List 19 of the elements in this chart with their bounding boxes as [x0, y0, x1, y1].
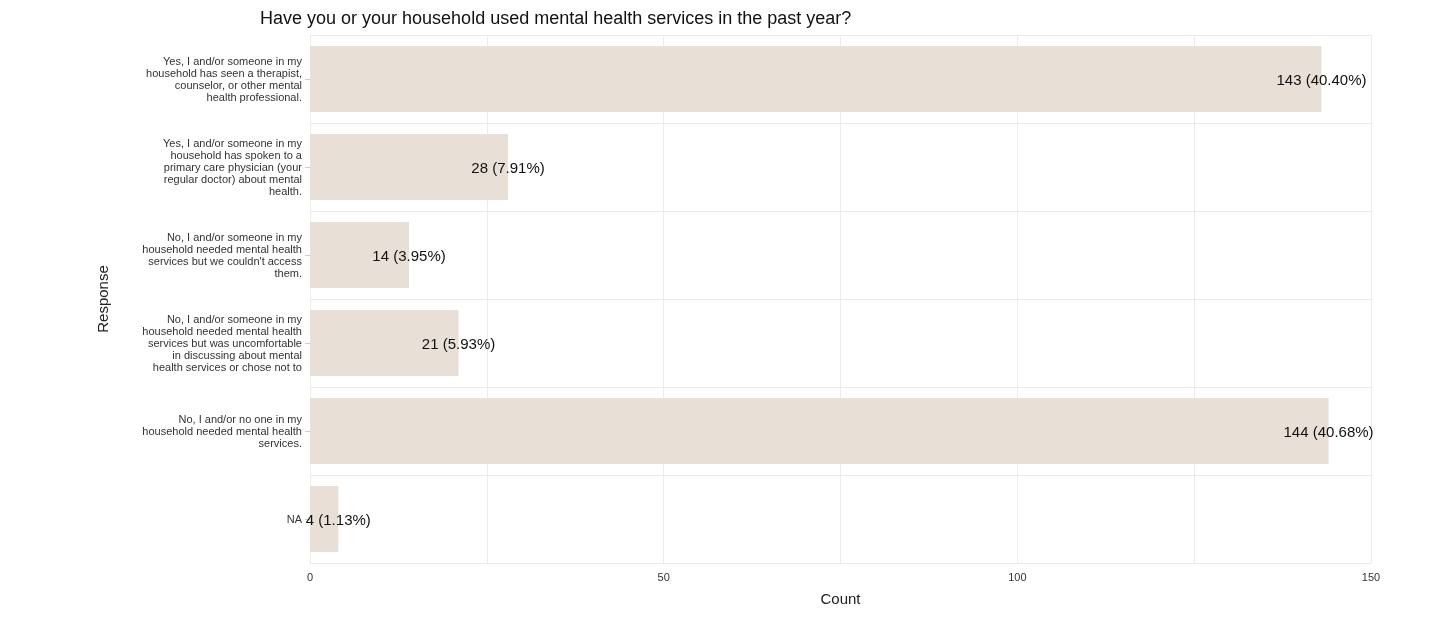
data-label: 14 (3.95%) [372, 246, 446, 264]
data-label: 143 (40.40%) [1276, 70, 1367, 88]
y-tick-label: NA [286, 513, 303, 525]
chart-title: Have you or your household used mental health services in the past year? [260, 8, 852, 28]
data-label: 144 (40.68%) [1283, 422, 1374, 440]
y-tick-label: No, I and/or no one in my household needed mental health services. [142, 413, 303, 449]
y-tick-label: No, I and/or someone in my household needed mental health services but we couldn't access them. [142, 231, 303, 279]
x-tick-label: 100 [1008, 570, 1027, 583]
data-label: 4 (1.13%) [305, 510, 371, 528]
y-tick-label: Yes, I and/or someone in my household has seen a therapist, counselor, or other mental health professional. [146, 55, 303, 103]
y-tick-label: Yes, I and/or someone in my household has spoken to a primary care physician (your regular doctor) about mental health. [162, 137, 303, 197]
x-tick-label: 0 [306, 570, 314, 583]
data-label: 21 (5.93%) [421, 334, 496, 352]
y-axis-title: Response [94, 265, 111, 333]
x-tick-label: 50 [657, 570, 670, 583]
y-tick-label: No, I and/or someone in my household needed mental health services but was uncomfortable in discussing about mental health services or chose not to [142, 313, 303, 373]
x-tick-label: 150 [1361, 570, 1381, 583]
data-label: 28 (7.91%) [471, 158, 545, 176]
x-axis-title: Count [820, 590, 862, 607]
